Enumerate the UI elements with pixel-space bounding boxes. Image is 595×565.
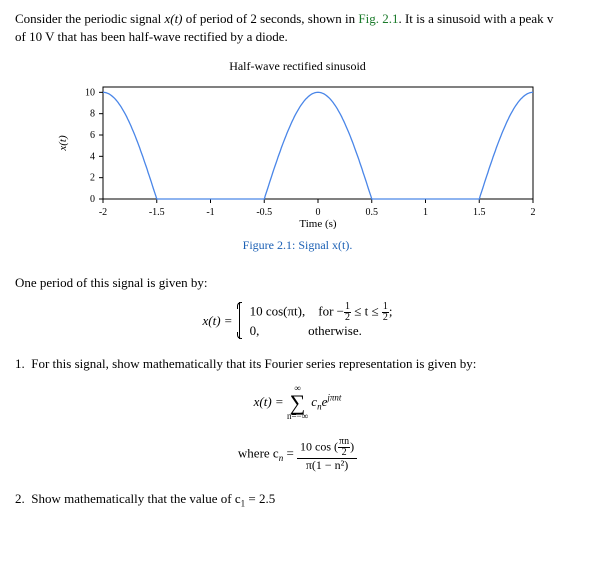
- where-text: where c: [238, 446, 279, 461]
- cn-definition: where cn = 10 cos (πn2) π(1 − n²): [15, 437, 580, 472]
- piecewise-row1-leq: ≤ t ≤: [351, 304, 382, 319]
- intro-text-4: of 10 V that has been half-wave rectifie…: [15, 29, 288, 44]
- piecewise-row2-expr: 0,: [250, 323, 260, 338]
- question-2: 2. Show mathematically that the value of…: [33, 490, 580, 510]
- svg-text:8: 8: [90, 109, 95, 120]
- q2-text-post: = 2.5: [245, 491, 275, 506]
- q1-number: 1.: [15, 356, 25, 371]
- sum-lower: n=−∞: [287, 412, 308, 421]
- piecewise-lhs: x(t) =: [203, 312, 233, 330]
- chart-svg: -2 -1.5 -1 -0.5 0 0.5 1 1.5 2 0 2 4 6 8 10 Time (s) x(t): [48, 79, 548, 229]
- svg-text:-0.5: -0.5: [256, 207, 272, 218]
- piecewise-row1-expr: 10 cos(πt),: [250, 304, 306, 319]
- piecewise-cases: 10 cos(πt), for −12 ≤ t ≤ 12; 0, otherwi…: [239, 302, 393, 339]
- svg-text:x(t): x(t): [57, 135, 69, 152]
- svg-text:2: 2: [530, 207, 535, 218]
- intro-paragraph: Consider the periodic signal x(t) of per…: [15, 10, 580, 46]
- cn-eq: =: [283, 446, 297, 461]
- intro-text-1: Consider the periodic signal: [15, 11, 164, 26]
- svg-text:1.5: 1.5: [473, 207, 486, 218]
- period-definition-text: One period of this signal is given by:: [15, 274, 580, 292]
- chart-title: Half-wave rectified sinusoid: [15, 58, 580, 75]
- fourier-series-equation: x(t) = ∞ ∑ n=−∞ cnejπnt: [15, 384, 580, 422]
- svg-text:0.5: 0.5: [365, 207, 378, 218]
- intro-text-3: . It is a sinusoid with a peak v: [398, 11, 553, 26]
- figure-caption: Figure 2.1: Signal x(t).: [15, 237, 580, 254]
- q2-number: 2.: [15, 491, 25, 506]
- svg-text:6: 6: [90, 130, 95, 141]
- piecewise-row1-for: for −: [318, 304, 344, 319]
- half-wave-chart: -2 -1.5 -1 -0.5 0 0.5 1 1.5 2 0 2 4 6 8 10 Time (s) x(t): [48, 79, 548, 229]
- cn-num-text: 10 cos: [300, 440, 334, 454]
- svg-text:0: 0: [90, 194, 95, 205]
- q2-text-pre: Show mathematically that the value of c: [31, 491, 240, 506]
- cn-den: π(1 − n²): [303, 459, 351, 472]
- intro-text-2: of period of 2 seconds, shown in: [183, 11, 359, 26]
- svg-text:4: 4: [90, 152, 95, 163]
- svg-text:0: 0: [315, 207, 320, 218]
- piecewise-row2-otherwise: otherwise.: [308, 323, 362, 338]
- figure-reference: Fig. 2.1: [358, 11, 398, 26]
- svg-text:-2: -2: [98, 207, 106, 218]
- question-1: 1. For this signal, show mathematically …: [33, 355, 580, 373]
- q1-text: For this signal, show mathematically tha…: [31, 356, 476, 371]
- cn-fraction: 10 cos (πn2) π(1 − n²): [297, 437, 357, 472]
- svg-text:10: 10: [85, 88, 95, 99]
- fourier-term-exp: jπnt: [327, 392, 341, 402]
- svg-text:-1.5: -1.5: [148, 207, 164, 218]
- fourier-lhs: x(t) =: [254, 393, 287, 408]
- svg-text:2: 2: [90, 173, 95, 184]
- piecewise-row1-end: ;: [389, 304, 393, 319]
- svg-text:-1: -1: [206, 207, 214, 218]
- svg-text:Time (s): Time (s): [299, 218, 337, 229]
- intro-signal: x(t): [164, 11, 182, 26]
- piecewise-equation: x(t) = 10 cos(πt), for −12 ≤ t ≤ 12; 0, …: [15, 302, 580, 339]
- summation-symbol: ∞ ∑ n=−∞: [287, 384, 308, 422]
- svg-text:1: 1: [423, 207, 428, 218]
